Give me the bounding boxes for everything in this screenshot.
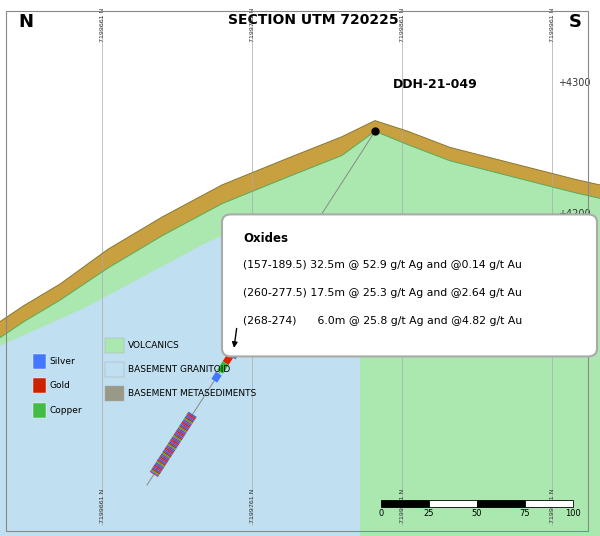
Text: VOLCANICS: VOLCANICS: [128, 341, 179, 350]
Text: +4200: +4200: [559, 210, 591, 219]
Text: N: N: [18, 13, 33, 32]
Text: 7199861 N: 7199861 N: [400, 488, 404, 523]
Text: (157-189.5) 32.5m @ 52.9 g/t Ag and @0.14 g/t Au: (157-189.5) 32.5m @ 52.9 g/t Ag and @0.1…: [243, 260, 522, 270]
Bar: [525, 500, 573, 507]
Bar: [33, 354, 46, 369]
Bar: [381, 500, 429, 507]
Text: Oxides: Oxides: [243, 232, 288, 245]
Text: 75: 75: [520, 509, 530, 518]
Text: Copper: Copper: [50, 406, 82, 414]
Text: SECTION UTM 720225: SECTION UTM 720225: [228, 13, 398, 27]
Text: 25: 25: [424, 509, 434, 518]
Text: 7199761 N: 7199761 N: [250, 488, 254, 523]
Text: BASEMENT GRANITOID: BASEMENT GRANITOID: [128, 366, 230, 374]
Bar: [105, 362, 124, 377]
Text: 50: 50: [472, 509, 482, 518]
Bar: [105, 386, 124, 401]
Text: (260-277.5) 17.5m @ 25.3 g/t Ag and @2.64 g/t Au: (260-277.5) 17.5m @ 25.3 g/t Ag and @2.6…: [243, 288, 522, 298]
Polygon shape: [0, 217, 360, 536]
Text: BASEMENT METASEDIMENTS: BASEMENT METASEDIMENTS: [128, 390, 256, 398]
Polygon shape: [0, 121, 600, 338]
Bar: [105, 338, 124, 353]
Text: S: S: [569, 13, 582, 32]
Text: +4300: +4300: [559, 78, 591, 88]
Bar: [33, 403, 46, 418]
Text: Gold: Gold: [50, 382, 71, 390]
Bar: [33, 378, 46, 393]
Text: 100: 100: [565, 509, 581, 518]
Text: (268-274)      6.0m @ 25.8 g/t Ag and @4.82 g/t Au: (268-274) 6.0m @ 25.8 g/t Ag and @4.82 g…: [243, 316, 522, 326]
Bar: [477, 500, 525, 507]
Text: 7199861 N: 7199861 N: [400, 8, 404, 42]
Text: 7199961 N: 7199961 N: [550, 8, 554, 42]
Bar: [429, 500, 477, 507]
Text: 0: 0: [379, 509, 383, 518]
FancyArrowPatch shape: [233, 329, 237, 346]
Text: 7199661 N: 7199661 N: [100, 488, 104, 523]
Text: Silver: Silver: [50, 358, 76, 366]
Text: 7199761 N: 7199761 N: [250, 8, 254, 42]
Text: 7199661 N: 7199661 N: [100, 8, 104, 42]
FancyBboxPatch shape: [222, 214, 597, 356]
Text: DDH-21-049: DDH-21-049: [393, 78, 478, 91]
Text: 7199961 N: 7199961 N: [550, 488, 554, 523]
Polygon shape: [0, 131, 600, 536]
